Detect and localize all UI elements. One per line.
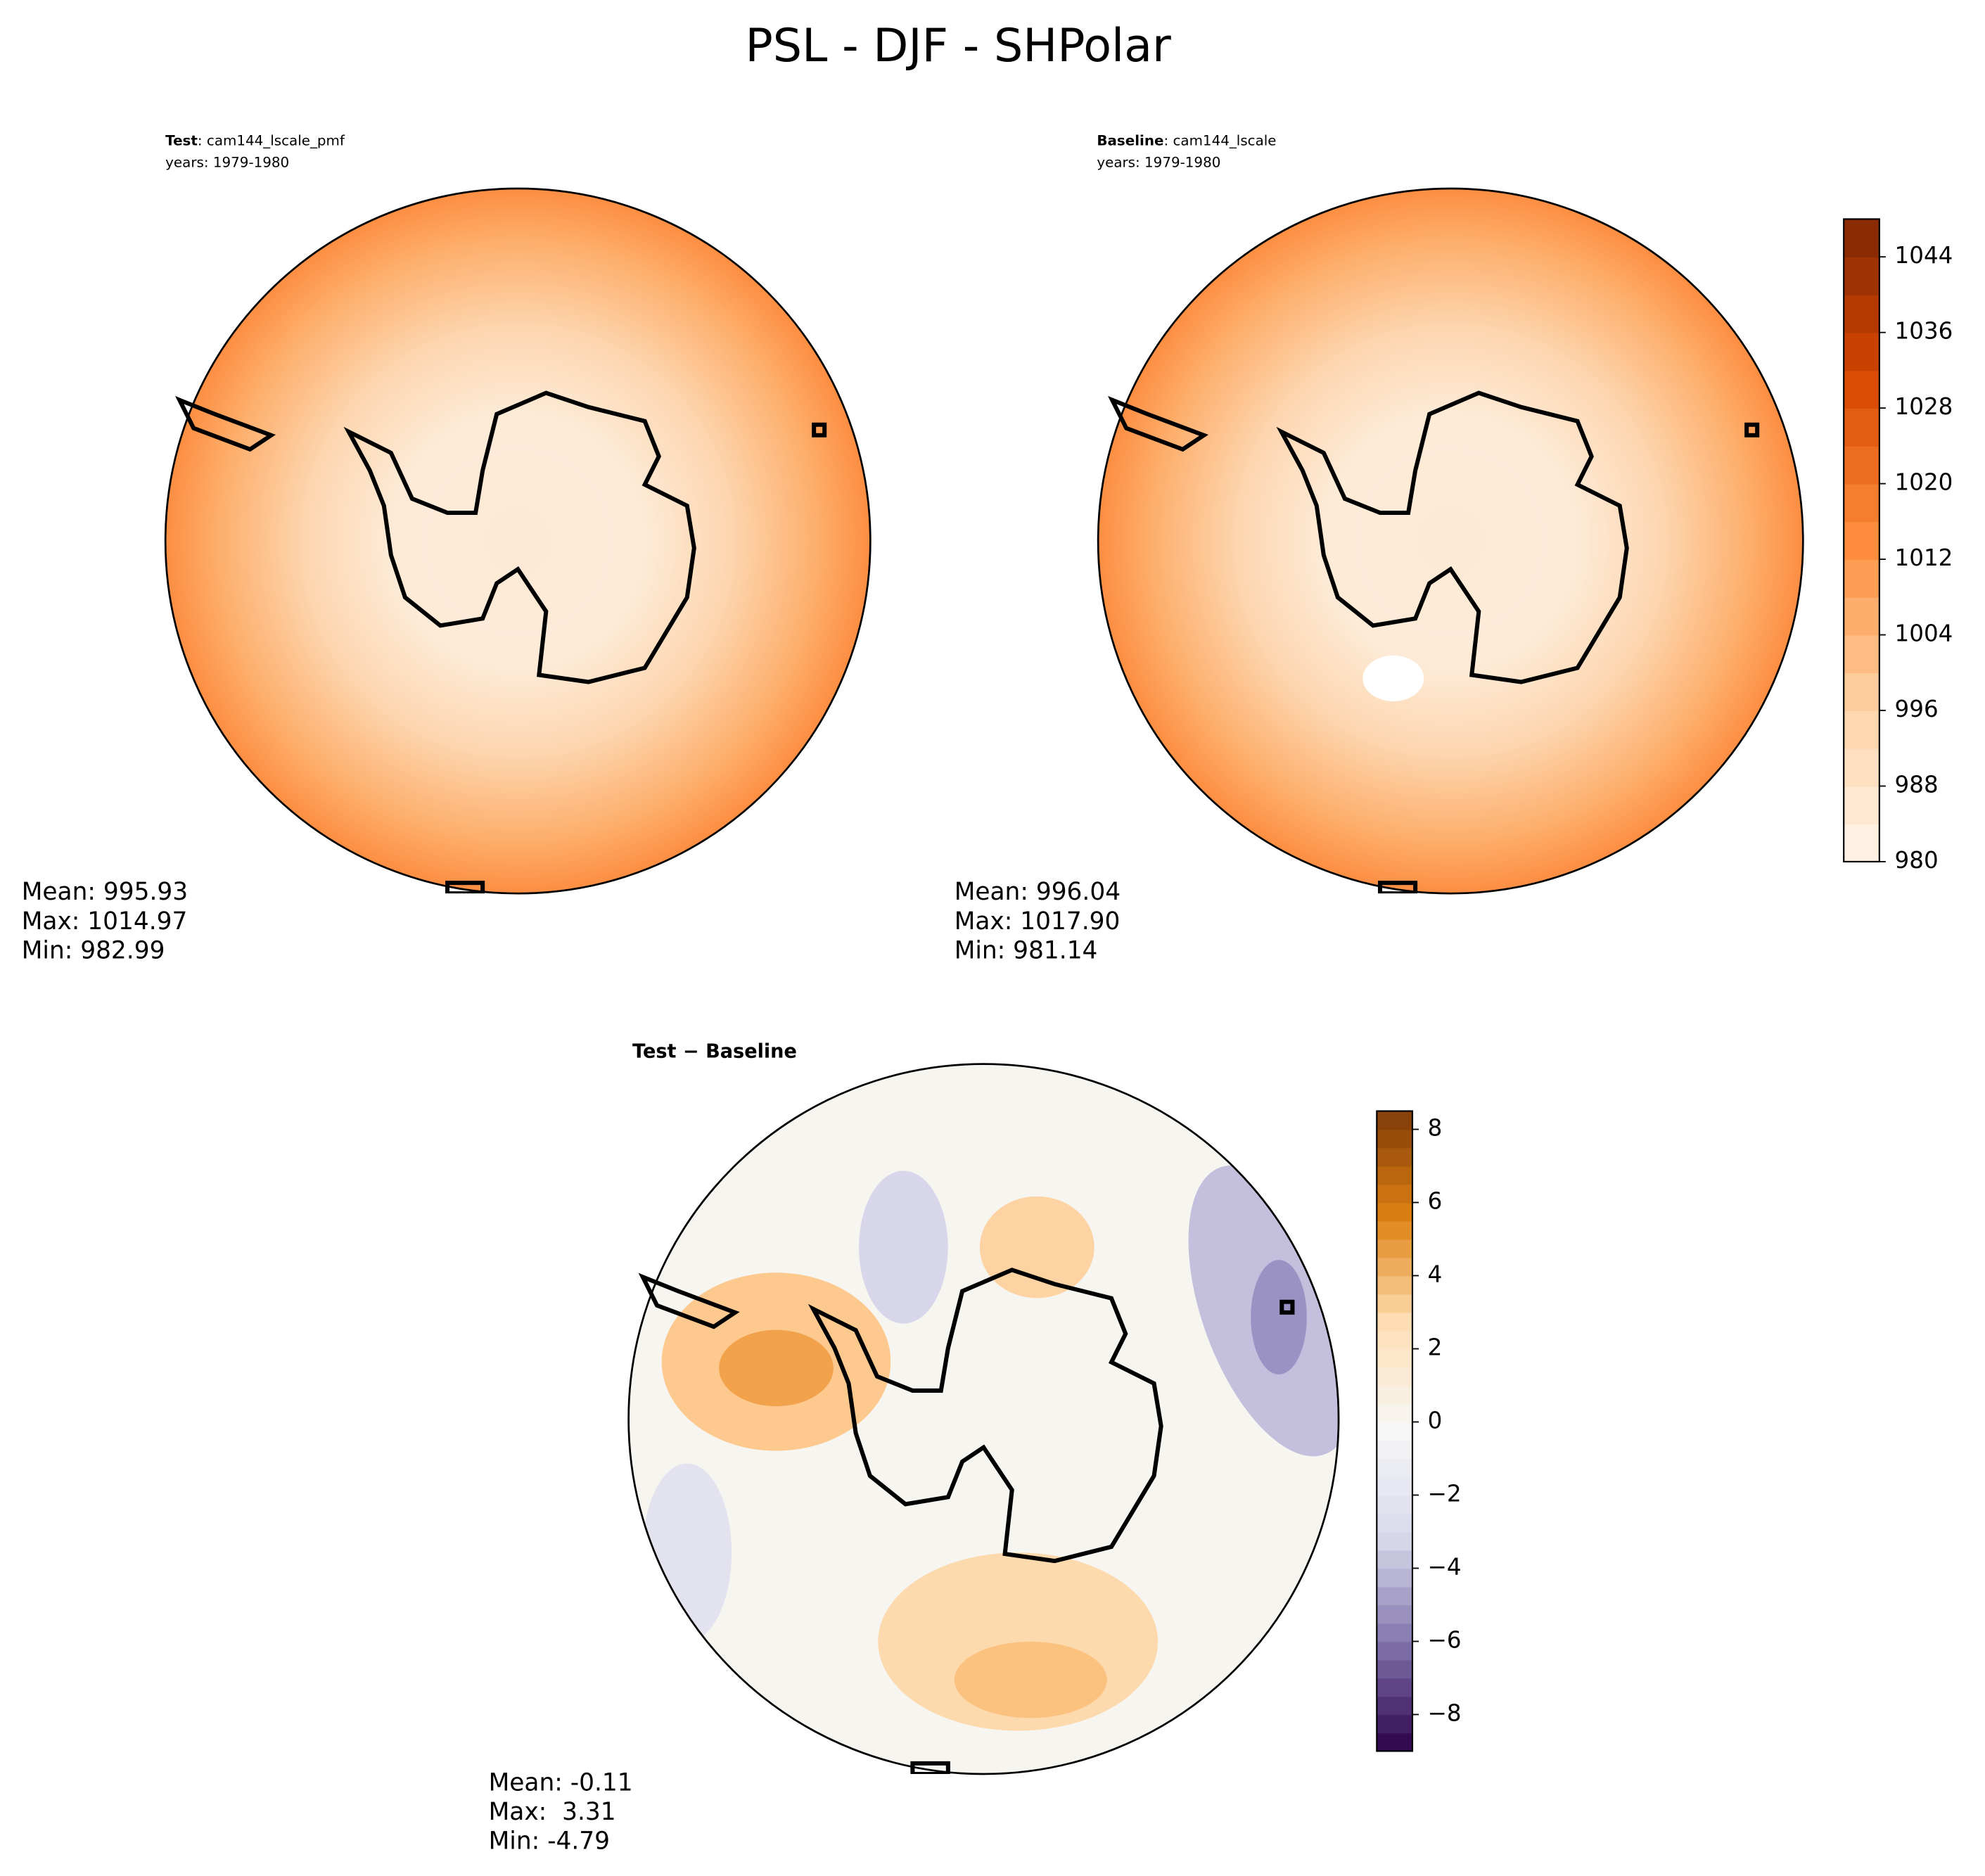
colorbar-tick-label: 2: [1428, 1334, 1443, 1360]
colorbar-band: [1844, 483, 1879, 523]
stat: Min: -4.79: [489, 1827, 610, 1856]
colorbar-band: [1377, 1623, 1412, 1642]
colorbar-tick-label: 1044: [1895, 242, 1953, 269]
baseline-panel: Baseline: cam144_lscale years: 1979-1980…: [955, 133, 1804, 964]
colorbar-band: [1377, 1495, 1412, 1514]
map: [164, 187, 872, 895]
colorbar-band: [1377, 1733, 1412, 1752]
colorbar-band: [1377, 1147, 1412, 1167]
colorbar-band: [1377, 1184, 1412, 1204]
map: [627, 1063, 1340, 1775]
colorbar-band: [1377, 1111, 1412, 1130]
colorbar-band: [1844, 710, 1879, 749]
colorbar-band: [1844, 672, 1879, 711]
colorbar-band: [1377, 1440, 1412, 1460]
colorbar-band: [1377, 1678, 1412, 1697]
colorbar-band: [1377, 1385, 1412, 1405]
map-feature: [1362, 655, 1424, 702]
colorbar-band: [1844, 521, 1879, 560]
colorbar-band: [1377, 1422, 1412, 1441]
colorbar-band: [1377, 1220, 1412, 1240]
panel-label: Test − Baseline: [632, 1041, 797, 1063]
colorbar-tick-label: −6: [1428, 1626, 1462, 1653]
stat: Mean: 995.93: [22, 878, 188, 906]
colorbar-band: [1377, 1531, 1412, 1551]
colorbar-band: [1377, 1513, 1412, 1533]
colorbar-band: [1377, 1330, 1412, 1350]
colorbar-band: [1377, 1202, 1412, 1222]
colorbar-band: [1377, 1348, 1412, 1368]
stat: Min: 982.99: [22, 936, 165, 964]
colorbar-tick-label: 1036: [1895, 318, 1953, 345]
colorbar-band: [1844, 596, 1879, 636]
colorbar-band: [1377, 1568, 1412, 1588]
colorbar-band: [1844, 824, 1879, 862]
colorbar-band: [1377, 1166, 1412, 1185]
colorbar-tick-label: 6: [1428, 1188, 1443, 1215]
test-panel: Test: cam144_lscale_pmf years: 1979-1980…: [22, 133, 872, 964]
colorbar-band: [1844, 219, 1879, 258]
colorbar-band: [1844, 332, 1879, 371]
colorbar-band: [1844, 634, 1879, 674]
colorbar-frame: [1376, 1110, 1414, 1752]
colorbar-band: [1844, 559, 1879, 598]
panel-label: Test: cam144_lscale_pmf: [165, 133, 345, 149]
colorbar-band: [1377, 1129, 1412, 1149]
colorbar-band: [1377, 1239, 1412, 1258]
colorbar-tick-label: 1012: [1895, 544, 1953, 571]
colorbar-band: [1377, 1275, 1412, 1295]
panel-years: years: 1979-1980: [1097, 154, 1220, 170]
map: [1097, 187, 1804, 895]
colorbar-band: [1377, 1641, 1412, 1661]
colorbar-band: [1377, 1367, 1412, 1386]
colorbar-band: [1844, 408, 1879, 447]
colorbar-tick-label: 988: [1895, 771, 1939, 798]
colorbar-tick-label: 1004: [1895, 620, 1953, 647]
colorbar-band: [1377, 1550, 1412, 1569]
colorbar-band: [1844, 445, 1879, 485]
colorbar-band: [1377, 1257, 1412, 1277]
colorbar-tick-label: 996: [1895, 696, 1939, 722]
colorbar-band: [1377, 1476, 1412, 1496]
figure-title: PSL - DJF - SHPolar: [746, 20, 1171, 72]
colorbar-frame: [1843, 218, 1880, 863]
colorbar-tick-label: −8: [1428, 1699, 1462, 1726]
colorbar-band: [1377, 1714, 1412, 1734]
stat: Max: 1014.97: [22, 907, 188, 936]
panel-label: Baseline: cam144_lscale: [1097, 133, 1276, 149]
colorbar-band: [1377, 1458, 1412, 1478]
colorbar-band: [1844, 257, 1879, 295]
stat: Max: 1017.90: [955, 907, 1121, 936]
colorbar-band: [1377, 1294, 1412, 1313]
colorbar-tick-label: −2: [1428, 1480, 1462, 1507]
colorbar-tick-label: 8: [1428, 1115, 1443, 1142]
colorbar-tick-label: 0: [1428, 1407, 1443, 1434]
colorbar-band: [1844, 370, 1879, 409]
colorbar-tick-label: 4: [1428, 1261, 1443, 1287]
stat: Min: 981.14: [955, 936, 1098, 964]
colorbar-band: [1844, 294, 1879, 333]
colorbar-band: [1377, 1403, 1412, 1423]
colorbar-tick-label: −4: [1428, 1553, 1462, 1580]
colorbar-tick-label: 980: [1895, 847, 1939, 874]
colorbar-band: [1377, 1604, 1412, 1624]
colorbar-band: [1377, 1586, 1412, 1606]
panel-years: years: 1979-1980: [165, 154, 289, 170]
diff-panel: Test − Baseline Mean: -0.11 Max: 3.31 Mi…: [489, 1041, 1340, 1856]
colorbar-band: [1377, 1312, 1412, 1332]
colorbar-band: [1377, 1696, 1412, 1716]
colorbar-band: [1844, 748, 1879, 787]
stat: Max: 3.31: [489, 1798, 616, 1826]
stat: Mean: -0.11: [489, 1769, 633, 1797]
colorbar-band: [1844, 786, 1879, 825]
stat: Mean: 996.04: [955, 878, 1121, 906]
colorbar-tick-label: 1020: [1895, 469, 1953, 496]
colorbar-band: [1377, 1659, 1412, 1679]
colorbar-tick-label: 1028: [1895, 393, 1953, 420]
